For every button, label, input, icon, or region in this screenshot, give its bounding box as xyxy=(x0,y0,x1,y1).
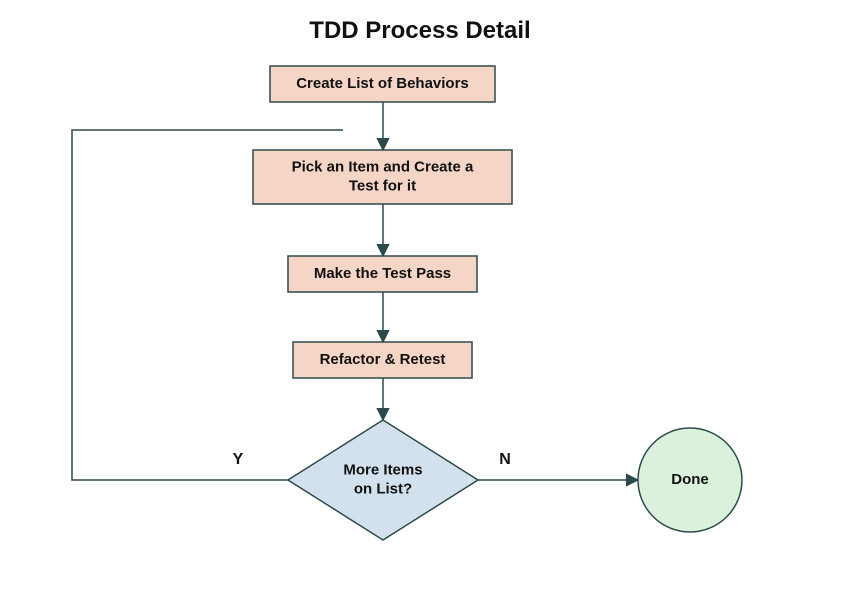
node-n4-label: Refactor & Retest xyxy=(320,351,446,368)
node-n6: Done xyxy=(638,428,742,532)
nodes-group: Create List of Behaviors Pick an Item and… xyxy=(253,66,742,540)
node-n2-label: Test for it xyxy=(349,177,416,194)
node-n5: More Itemson List? xyxy=(288,420,478,540)
node-n4: Refactor & Retest xyxy=(293,342,472,378)
node-n2-label: Pick an Item and Create a xyxy=(292,159,474,176)
edge-label-e6_yes: Y xyxy=(233,451,244,468)
node-n5-label: More Items xyxy=(343,462,422,479)
node-n3: Make the Test Pass xyxy=(288,256,477,292)
node-n5-label: on List? xyxy=(354,480,412,497)
node-n6-label: Done xyxy=(671,471,709,488)
node-n1-label: Create List of Behaviors xyxy=(296,75,469,92)
page-title: TDD Process Detail xyxy=(309,17,530,44)
node-n3-label: Make the Test Pass xyxy=(314,265,451,282)
edge-label-e5_no: N xyxy=(499,451,511,468)
node-n1: Create List of Behaviors xyxy=(270,66,495,102)
node-n2: Pick an Item and Create aTest for it xyxy=(253,150,512,204)
